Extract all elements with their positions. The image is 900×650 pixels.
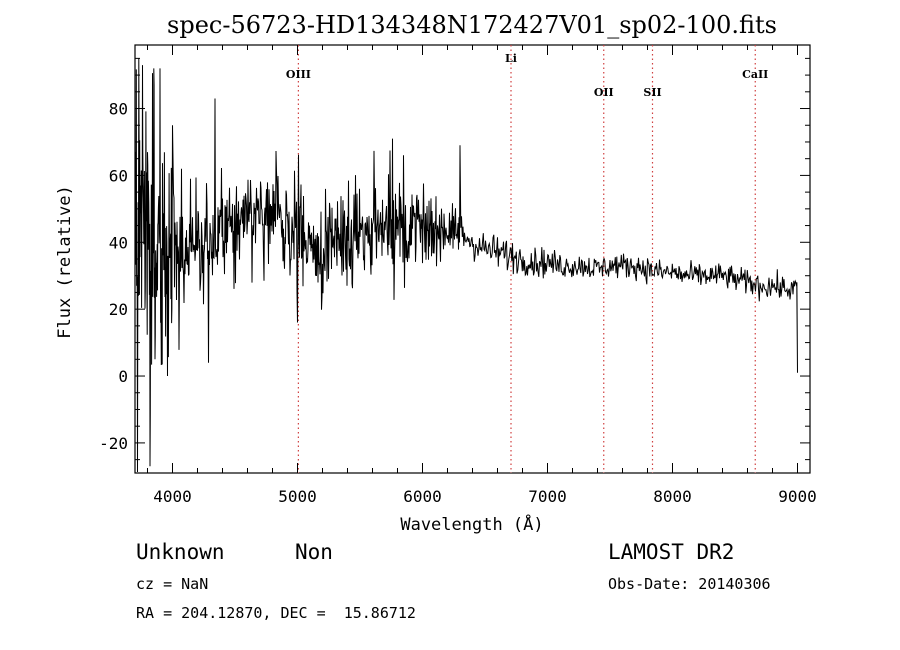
spectral-line-label-li: Li [505, 52, 517, 65]
x-tick-label: 8000 [653, 487, 692, 506]
axis-ticks: 4000 5000 6000 7000 8000 9000 -20 0 20 40 60 80 [99, 45, 817, 506]
y-tick-label: 0 [118, 367, 128, 386]
y-tick-label: -20 [99, 434, 128, 453]
x-tick-label: 9000 [778, 487, 817, 506]
redshift-value: cz = NaN [136, 575, 209, 593]
x-tick-label: 7000 [528, 487, 567, 506]
x-tick-label: 4000 [153, 487, 192, 506]
y-tick-label: 20 [109, 300, 128, 319]
y-tick-label: 80 [109, 100, 128, 119]
chart-title: spec-56723-HD134348N172427V01_sp02-100.f… [167, 11, 777, 39]
object-class: Unknown [136, 540, 225, 564]
spectral-line-markers: OIII Li OII SII CaII [286, 45, 768, 473]
y-axis-label: Flux (relative) [55, 185, 75, 339]
coordinates: RA = 204.12870, DEC = 15.86712 [136, 604, 416, 622]
x-tick-label: 5000 [278, 487, 317, 506]
object-subclass: Non [295, 540, 333, 564]
spectral-line-label-caii: CaII [742, 68, 768, 81]
x-tick-label: 6000 [403, 487, 442, 506]
spectral-line-label-oii: OII [594, 86, 614, 99]
plot-area: OIII Li OII SII CaII 4000 5000 6000 7000 8000 900… [99, 44, 817, 506]
survey-name: LAMOST DR2 [608, 540, 735, 564]
spectral-line-label-sii: SII [643, 86, 661, 99]
spectral-line-label-oiii: OIII [286, 68, 311, 81]
y-tick-label: 60 [109, 166, 128, 185]
y-tick-label: 40 [109, 233, 128, 252]
plot-frame [134, 44, 811, 474]
spectrum-series [134, 58, 798, 473]
x-axis-label: Wavelength (Å) [400, 513, 543, 535]
observation-date: Obs-Date: 20140306 [608, 575, 771, 593]
